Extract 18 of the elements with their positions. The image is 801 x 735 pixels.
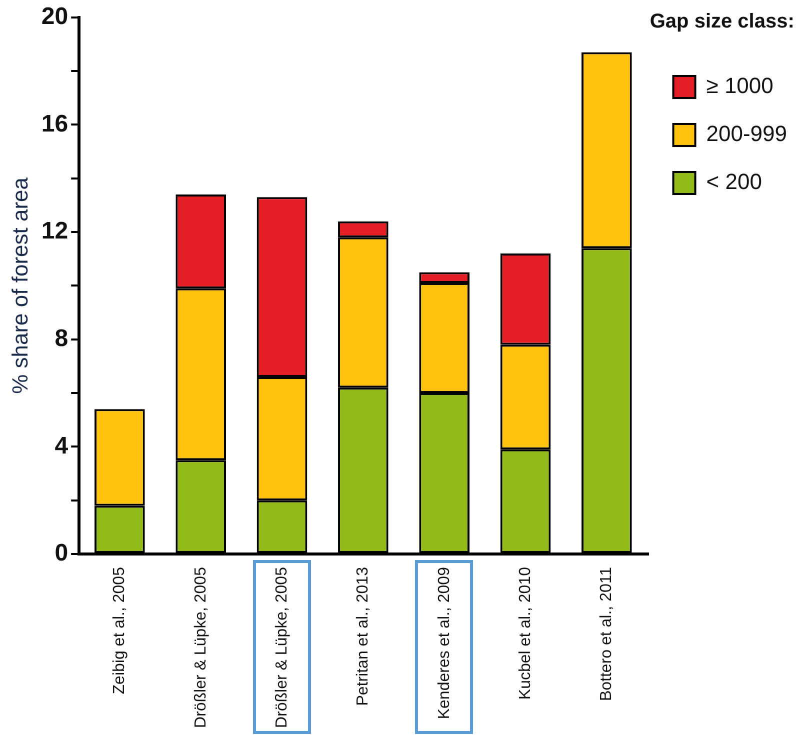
- y-axis-title: % share of forest area: [7, 176, 32, 394]
- x-tick-label: Kucbel et al., 2010: [516, 566, 534, 700]
- y-tick-label: 16: [41, 110, 68, 138]
- x-tick-label: Zeibig et al., 2005: [111, 566, 128, 694]
- x-tick-label: Drößler & Lüpke, 2005: [192, 566, 210, 728]
- legend-label: ≥ 1000: [706, 73, 774, 98]
- x-tick-label: Kenderes et al., 2009: [436, 566, 453, 720]
- legend-label: < 200: [706, 169, 762, 194]
- x-tick-label: Drößler & Lüpke, 2005: [273, 566, 290, 728]
- y-tick-label: 8: [54, 325, 68, 352]
- legend-title: Gap size class:: [650, 10, 794, 33]
- y-tick-label: 12: [41, 218, 68, 245]
- y-tick-label: 20: [41, 3, 68, 30]
- y-tick-label: 0: [54, 540, 68, 567]
- x-tick-label: Bottero et al., 2011: [598, 566, 616, 702]
- legend-label: 200-999: [706, 121, 788, 146]
- y-tick-label: 4: [54, 432, 69, 460]
- x-tick-label: Petritan et al., 2013: [354, 566, 372, 706]
